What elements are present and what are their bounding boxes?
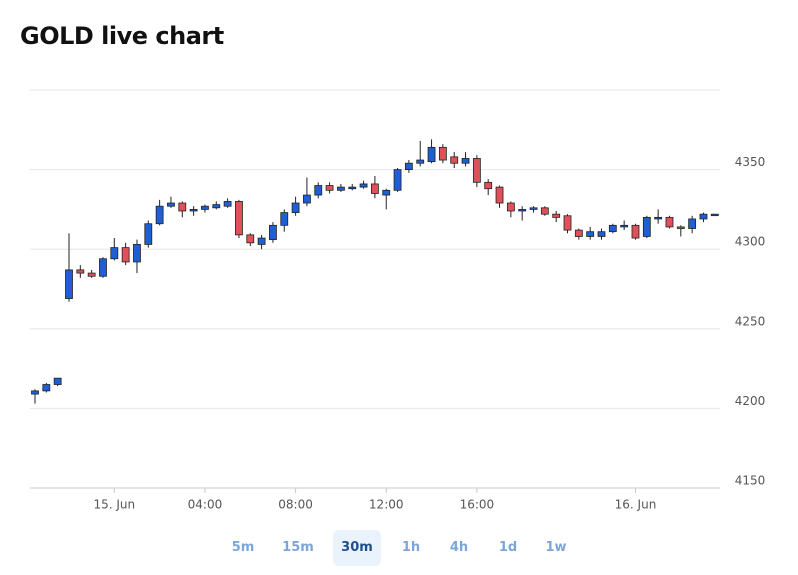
candle-body	[642, 216, 651, 237]
candle-body	[393, 169, 402, 191]
candle-body	[688, 218, 697, 229]
x-tick-label: 08:00	[278, 498, 313, 512]
candle-body	[337, 186, 345, 191]
candle-body	[370, 183, 379, 194]
candle-body	[325, 185, 334, 191]
candle-body	[654, 216, 663, 220]
x-tick-label: 15. Jun	[93, 498, 135, 512]
timeframe-button[interactable]: 1w	[545, 540, 567, 555]
candle-body	[223, 201, 232, 207]
candle-body	[212, 204, 221, 209]
y-tick-label: 4200	[735, 394, 766, 408]
candle-body	[133, 244, 141, 263]
candle-body	[597, 231, 606, 237]
candle-body	[359, 183, 368, 188]
candle-body	[246, 234, 255, 244]
candle-body	[586, 231, 595, 237]
candle-body	[280, 212, 289, 226]
candle-body	[99, 258, 107, 277]
candle-body	[427, 146, 436, 163]
candle-body	[450, 156, 459, 164]
candle-body	[495, 186, 504, 204]
candle-body	[710, 213, 719, 217]
candle-body	[472, 158, 481, 183]
candle-body	[665, 216, 674, 228]
candle-body	[257, 237, 266, 245]
timeframe-button[interactable]: 30m	[333, 530, 381, 566]
y-tick-label: 4150	[735, 474, 766, 488]
timeframe-button[interactable]: 1d	[498, 540, 518, 555]
chart-title: GOLD live chart	[20, 22, 224, 50]
x-tick-label: 04:00	[188, 498, 223, 512]
candle-body	[76, 269, 85, 274]
candle-body	[314, 185, 323, 196]
timeframe-button[interactable]: 15m	[282, 540, 314, 555]
y-tick-label: 4250	[735, 314, 766, 328]
candle-body	[201, 205, 209, 210]
candle-body	[461, 158, 470, 164]
candle-body	[404, 162, 413, 170]
candle-body	[438, 146, 447, 161]
candle-body	[155, 205, 164, 225]
candle-body	[53, 377, 62, 385]
candle-body	[540, 207, 549, 215]
x-tick-label: 16:00	[460, 498, 495, 512]
candle-body	[178, 202, 187, 212]
timeframe-button[interactable]: 4h	[449, 540, 469, 555]
candle-body	[631, 224, 640, 239]
candle-body	[235, 201, 243, 236]
x-tick-label: 16. Jun	[615, 498, 657, 512]
candle-body	[529, 207, 538, 210]
candle-body	[31, 390, 39, 395]
candle-body	[552, 213, 561, 218]
candle-body	[608, 224, 617, 233]
candle-body	[144, 223, 153, 245]
candle-body	[348, 186, 357, 190]
candle-body	[189, 208, 198, 212]
candle-body	[574, 229, 583, 237]
candle-body	[699, 213, 708, 220]
candle-body	[269, 224, 277, 241]
x-tick-label: 12:00	[369, 498, 404, 512]
candle-body	[291, 202, 300, 213]
candle-body	[382, 189, 391, 196]
candle-body	[416, 159, 425, 164]
candle-body	[620, 224, 629, 228]
candle-body	[65, 269, 73, 299]
candle-body	[563, 215, 572, 231]
candle-body	[518, 208, 527, 212]
candle-body	[87, 272, 96, 277]
candle-body	[484, 181, 493, 190]
y-tick-label: 4300	[735, 235, 766, 249]
candle-body	[110, 247, 119, 260]
candle-body	[676, 226, 685, 229]
timeframe-button[interactable]: 1h	[401, 540, 421, 555]
candle-body	[42, 384, 51, 392]
candle-body	[303, 194, 311, 204]
candle-body	[121, 247, 130, 263]
candle-body	[506, 202, 515, 212]
candle-body	[167, 202, 175, 207]
y-tick-label: 4350	[735, 155, 766, 169]
timeframe-button[interactable]: 5m	[231, 540, 255, 555]
